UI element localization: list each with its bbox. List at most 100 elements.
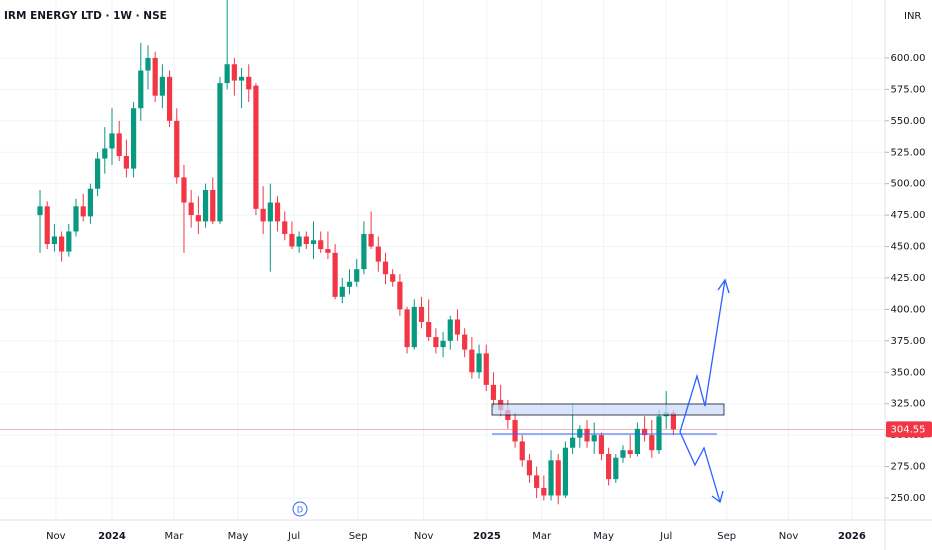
candle-body: [123, 156, 129, 169]
candle-body: [318, 240, 324, 250]
y-tick-label: 425.00: [891, 273, 926, 284]
bull-arrow: [679, 279, 726, 433]
candle-body: [310, 240, 317, 245]
candle-body: [577, 428, 583, 438]
y-tick-label: 475.00: [891, 210, 926, 221]
candle-body: [246, 76, 252, 90]
y-tick-label: 550.00: [891, 116, 926, 127]
candle-body: [224, 64, 230, 84]
y-tick-label: 275.00: [891, 462, 926, 473]
candle-body: [382, 261, 389, 275]
candle-body: [339, 286, 345, 297]
candle-body: [166, 76, 173, 121]
candle-body: [670, 412, 676, 430]
candle-body: [541, 487, 547, 496]
event-marker[interactable]: [292, 501, 308, 517]
candle-body: [332, 252, 338, 297]
candle-body: [375, 246, 381, 262]
candle-body: [202, 189, 209, 222]
candle-body: [397, 281, 403, 310]
candle-body: [512, 420, 518, 442]
bear-arrow-head: [711, 490, 724, 504]
candle-body: [426, 321, 432, 338]
y-tick-label: 400.00: [891, 304, 926, 315]
candle-body: [476, 353, 482, 373]
x-tick-label: Sep: [717, 531, 736, 542]
x-tick-label: 2026: [838, 531, 866, 542]
candle-body: [66, 231, 72, 252]
candle-body: [454, 319, 461, 335]
event-marker-label[interactable]: D: [297, 506, 303, 515]
candle-body: [634, 428, 641, 454]
y-tick-label: 250.00: [891, 493, 926, 504]
candle-body: [447, 319, 453, 341]
candle-body: [548, 460, 554, 496]
x-tick-label: May: [593, 531, 614, 542]
candle-body: [159, 76, 165, 96]
x-tick-label: 2024: [98, 531, 126, 542]
candle-body: [282, 221, 288, 234]
candle-body: [555, 460, 561, 496]
currency: INR: [904, 11, 921, 22]
candle-body: [418, 306, 425, 322]
candle-body: [152, 57, 158, 96]
candle-body: [138, 70, 144, 109]
candle-body: [73, 206, 79, 232]
candle-body: [627, 450, 633, 454]
candle-body: [94, 158, 101, 189]
candle-body: [584, 428, 590, 442]
candle-body: [534, 475, 540, 488]
candle-body: [44, 206, 50, 245]
candle-body: [440, 340, 446, 348]
candle-body: [368, 233, 374, 247]
candle-body: [210, 189, 216, 222]
candle-body: [526, 460, 533, 476]
candle-body: [642, 428, 648, 436]
candle-body: [37, 206, 43, 216]
candle-body: [483, 353, 489, 385]
candle-body: [469, 349, 475, 373]
x-tick-label: Mar: [164, 531, 184, 542]
candle-body: [325, 249, 331, 253]
candle-body: [303, 236, 309, 245]
x-tick-label: Mar: [532, 531, 552, 542]
bull-arrow-head: [717, 278, 730, 294]
candle-body: [231, 64, 237, 81]
candle-body: [390, 274, 396, 282]
candle-body: [217, 83, 223, 222]
candle-body: [253, 85, 259, 209]
candle-body: [620, 450, 626, 458]
candle-body: [87, 188, 94, 217]
candle-body: [80, 206, 86, 217]
resistance-zone: [491, 403, 725, 416]
candle-body: [519, 441, 525, 461]
chart-title: IRM ENERGY LTD · 1W · NSE: [4, 10, 167, 22]
candle-body: [433, 337, 439, 348]
x-tick-label: Nov: [414, 531, 434, 542]
last-price-box: [886, 421, 932, 438]
candle-body: [116, 133, 122, 157]
x-tick-label: Sep: [349, 531, 368, 542]
x-tick-label: Jul: [287, 531, 300, 542]
candle-body: [181, 177, 187, 203]
candle-body: [274, 202, 281, 222]
candle-body: [346, 281, 353, 287]
candle-body: [606, 453, 612, 480]
candle-body: [174, 120, 180, 178]
y-tick-label: 500.00: [891, 179, 926, 190]
x-tick-label: Nov: [46, 531, 66, 542]
candle-body: [562, 447, 569, 496]
candle-body: [59, 236, 65, 252]
candle-body: [613, 457, 619, 480]
candle-body: [656, 416, 662, 451]
y-tick-label: 375.00: [891, 336, 926, 347]
candle-body: [289, 233, 295, 247]
candle-body: [591, 435, 597, 442]
candle-body: [649, 435, 655, 451]
candle-body: [188, 202, 194, 216]
candle-body: [598, 435, 605, 454]
y-tick-label: 600.00: [891, 53, 926, 64]
candle-body: [51, 236, 58, 245]
candle-body: [238, 76, 245, 81]
